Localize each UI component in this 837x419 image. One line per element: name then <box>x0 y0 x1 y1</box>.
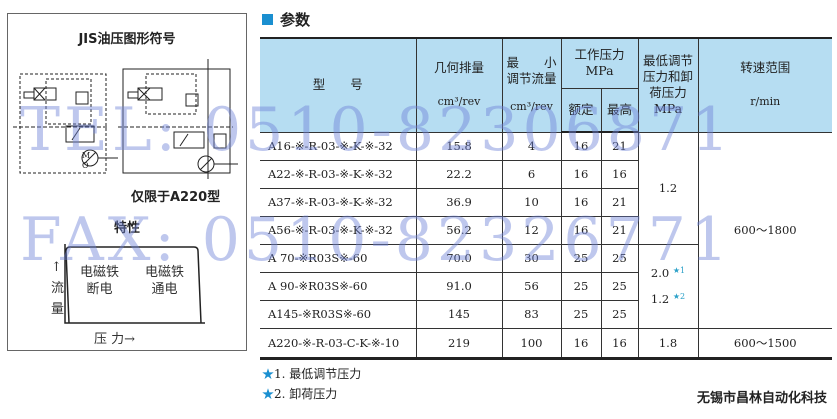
region-off-label: 电磁铁 断电 <box>80 265 120 297</box>
cell-max-pressure: 21 <box>600 215 638 245</box>
cell-min-flow: 56 <box>501 271 562 301</box>
header-rated: 额定 <box>561 87 602 133</box>
hydraulic-symbol-diagram: M O <box>13 59 238 179</box>
cell-rated-pressure: 16 <box>560 131 602 161</box>
cell-max-pressure: 16 <box>600 327 639 359</box>
cell-max-pressure: 21 <box>600 131 639 161</box>
cell-min-flow: 10 <box>501 187 562 217</box>
company-name: 无锡市昌林自动化科技 <box>696 391 827 406</box>
parameter-table: 型 号 几何排量 cm³/rev 最 小调节流量 cm³/rev 工作压力 MPa 最… <box>260 37 832 360</box>
svg-text:O: O <box>82 161 89 170</box>
cell-min-flow: 30 <box>501 243 562 273</box>
cell-displacement: 219 <box>415 327 503 359</box>
cell-speed: 600～1800 <box>697 131 832 329</box>
cell-min-flow: 6 <box>501 159 562 189</box>
square-bullet-icon <box>262 14 273 25</box>
header-max: 最高 <box>600 87 638 133</box>
characteristic-title: 特性 <box>113 221 140 236</box>
cell-rated-pressure: 16 <box>560 187 602 217</box>
cell-displacement: 22.2 <box>415 159 503 189</box>
cell-min-pressure: 1.8 <box>637 327 699 359</box>
region-on-label: 电磁铁 通电 <box>145 265 185 297</box>
cell-displacement: 70.0 <box>415 243 503 273</box>
table-row: A 70-※R03S※-60 70.0 30 25 25 2.0 ★1 1.2 ★2 <box>260 243 832 329</box>
header-speed: 转速范围 r/min <box>697 37 832 133</box>
cell-model: A145-※R03S※-60 <box>260 299 417 329</box>
cell-min-pressure: 1.2 <box>637 131 699 245</box>
cell-speed: 600～1500 <box>697 327 832 359</box>
cell-rated-pressure: 25 <box>560 271 602 301</box>
cell-rated-pressure: 16 <box>560 215 602 245</box>
characteristic-graph <box>64 244 205 324</box>
cell-model: A220-※-R-03-C-K-※-10 <box>260 327 417 359</box>
cell-displacement: 91.0 <box>415 271 503 301</box>
svg-text:M: M <box>82 151 90 160</box>
header-min-pressure: 最低调节压力和卸荷压力 MPa <box>637 37 699 133</box>
section-title: 参数 <box>262 9 310 30</box>
hydraulic-symbol-panel: JIS油压图形符号 M O 仅限于A220型 特性 ↑流量 电磁铁 断电 电磁铁通… <box>7 13 247 351</box>
cell-max-pressure: 25 <box>600 243 639 273</box>
cell-model: A56-※-R-03-※-K-※-32 <box>260 215 417 245</box>
cell-min-flow: 12 <box>501 215 562 245</box>
table-row: A56-※-R-03-※-K-※-32 56.2 12 16 21 <box>260 215 832 245</box>
table-row: A 90-※R03S※-60 91.0 56 25 25 <box>260 271 832 301</box>
header-model: 型 号 <box>260 37 417 133</box>
a220-only-note: 仅限于A220型 <box>131 190 221 205</box>
footnote-1: ★1. 最低调节压力 <box>262 367 362 381</box>
cell-rated-pressure: 16 <box>560 159 602 189</box>
cell-displacement: 145 <box>415 299 503 329</box>
cell-model: A 70-※R03S※-60 <box>260 243 417 273</box>
cell-max-pressure: 21 <box>600 187 638 217</box>
cell-model: A 90-※R03S※-60 <box>260 271 417 301</box>
table-row: A16-※-R-03-※-K-※-32 15.8 4 16 21 1.2 600～1800 <box>260 131 832 329</box>
cell-model: A37-※-R-03-※-K-※-32 <box>260 187 417 217</box>
cell-model: A16-※-R-03-※-K-※-32 <box>260 131 417 161</box>
cell-max-pressure: 16 <box>600 159 638 189</box>
cell-min-flow: 100 <box>501 327 562 359</box>
cell-displacement: 15.8 <box>415 131 503 161</box>
header-min-flow: 最 小调节流量 cm³/rev <box>501 37 562 133</box>
cell-min-flow: 4 <box>501 131 562 161</box>
cell-displacement: 56.2 <box>415 215 503 245</box>
cell-max-pressure: 25 <box>600 299 638 329</box>
table-row: A22-※-R-03-※-K-※-32 22.2 6 16 16 <box>260 159 832 189</box>
x-axis-label: 压 力→ <box>94 332 136 347</box>
cell-min-pressure: 2.0 ★1 1.2 ★2 <box>637 243 698 329</box>
cell-rated-pressure: 25 <box>560 299 602 329</box>
table-row: A37-※-R-03-※-K-※-32 36.9 10 16 21 <box>260 187 832 217</box>
y-axis-label: ↑流量 <box>51 260 65 317</box>
cell-min-flow: 83 <box>501 299 562 329</box>
jis-symbol-title: JIS油压图形符号 <box>78 32 176 47</box>
cell-model: A22-※-R-03-※-K-※-32 <box>260 159 417 189</box>
cell-rated-pressure: 25 <box>560 243 602 273</box>
cell-displacement: 36.9 <box>415 187 503 217</box>
footnote-2: ★2. 卸荷压力 <box>262 387 338 401</box>
cell-rated-pressure: 16 <box>560 327 602 359</box>
table-row: A220-※-R-03-C-K-※-10 219 100 16 16 1.8 600～150… <box>260 327 832 359</box>
header-displacement: 几何排量 cm³/rev <box>415 37 503 133</box>
header-work-pressure: 工作压力 MPa <box>560 37 639 89</box>
cell-max-pressure: 25 <box>600 271 638 301</box>
